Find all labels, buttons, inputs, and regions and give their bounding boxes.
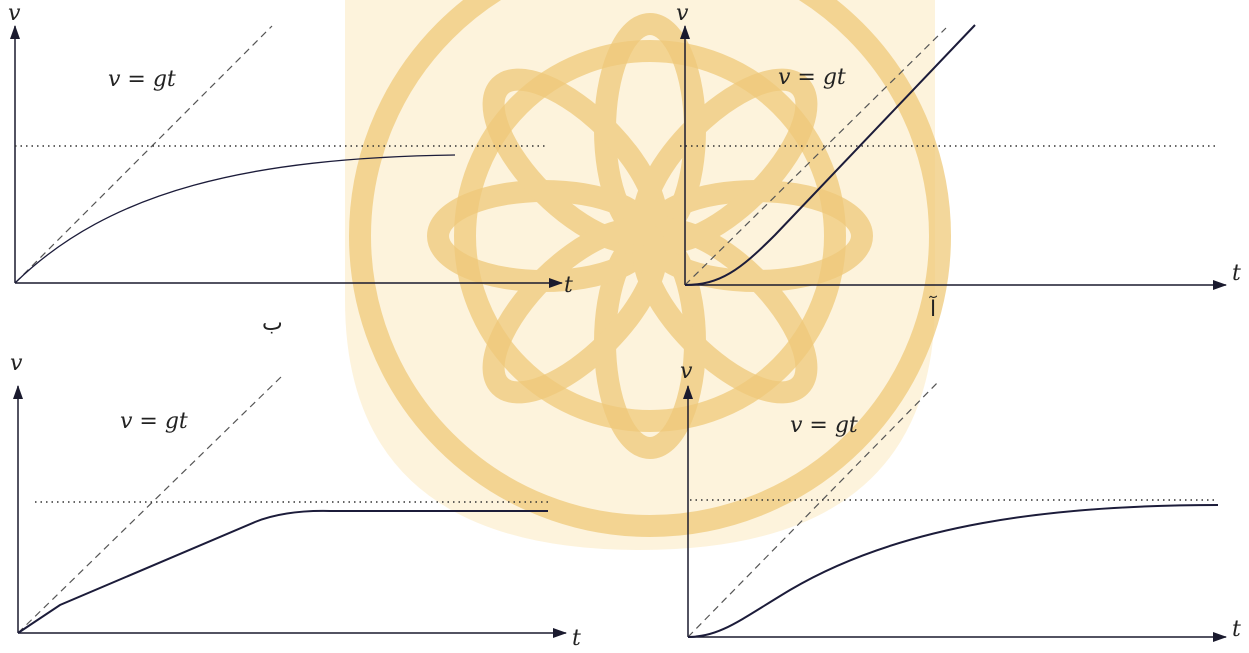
panel: v t v = gt <box>10 351 581 651</box>
y-label: v <box>680 359 693 384</box>
velocity-curve <box>687 504 1219 638</box>
line-label: v = gt <box>790 413 858 438</box>
velocity-curve <box>684 24 976 286</box>
free-fall-line <box>14 25 273 284</box>
velocity-curve <box>14 154 456 284</box>
line-label: v = gt <box>778 65 846 90</box>
line-label: v = gt <box>108 67 176 92</box>
line-label: v = gt <box>120 409 188 434</box>
caption: ب <box>262 311 283 336</box>
y-label: v <box>676 1 689 26</box>
caption: آ <box>929 295 937 322</box>
y-label: v <box>10 351 23 376</box>
watermark <box>345 0 951 550</box>
velocity-curve <box>17 509 548 634</box>
free-fall-line <box>684 27 947 286</box>
free-fall-line <box>17 375 283 634</box>
panel: v t v = gt آ <box>676 1 1241 322</box>
x-label: t <box>1232 617 1241 642</box>
x-label: t <box>1232 261 1241 286</box>
x-label: t <box>572 626 581 651</box>
panel: v t v = gt <box>680 359 1241 642</box>
panel: v t v = gt ب <box>8 1 573 336</box>
x-label: t <box>564 273 573 298</box>
y-label: v <box>8 1 21 26</box>
